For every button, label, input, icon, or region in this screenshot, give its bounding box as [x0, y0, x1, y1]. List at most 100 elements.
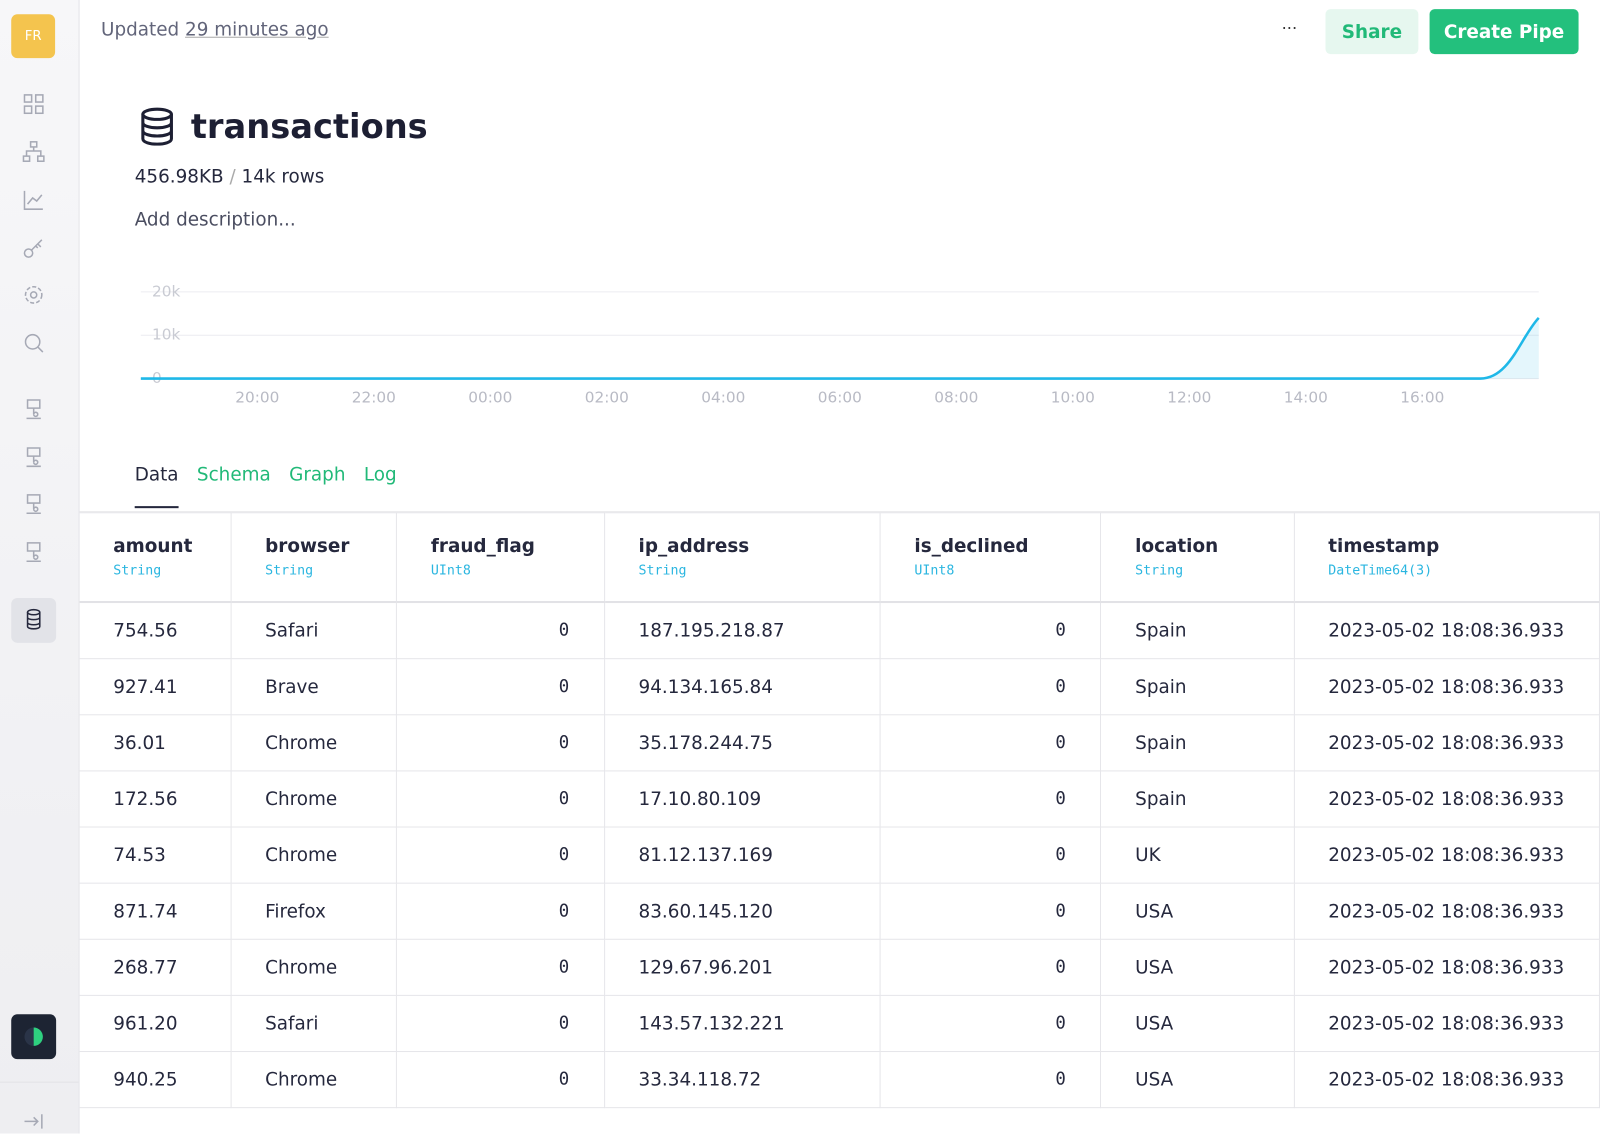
tab[interactable]: Data: [134, 464, 179, 509]
cell: 0: [396, 658, 605, 716]
column-name: browser: [265, 535, 350, 558]
cell: Firefox: [230, 882, 398, 940]
cell: 0: [396, 994, 605, 1053]
size: 456.98KB: [134, 166, 224, 188]
avatar[interactable]: FR: [11, 14, 56, 59]
icon-pipe[interactable]: [22, 398, 44, 420]
column-type: DateTime64(3): [1328, 563, 1433, 579]
icon-key[interactable]: [22, 237, 44, 259]
x-tick-label: 08:00: [934, 388, 978, 406]
cell: 0: [396, 1051, 605, 1109]
column-name: ip_address: [638, 535, 750, 558]
cell: 927.41: [79, 658, 232, 716]
cell: 0: [879, 994, 1102, 1053]
cell: 0: [396, 826, 605, 884]
cell: 0: [879, 601, 1102, 660]
create-pipe-button[interactable]: Create Pipe: [1429, 9, 1579, 55]
x-tick-label: 12:00: [1167, 388, 1211, 406]
column-name: location: [1135, 535, 1219, 558]
cell: USA: [1100, 1051, 1295, 1109]
area: [140, 317, 1539, 379]
cell: 0: [879, 938, 1102, 996]
cell: 268.77: [79, 938, 232, 996]
icon-pipe[interactable]: [22, 541, 44, 563]
updated-prefix: Updated: [101, 19, 180, 41]
cell: Chrome: [230, 770, 398, 828]
column-header: amount String: [79, 512, 232, 604]
icon-expand[interactable]: [22, 1110, 44, 1132]
cell: 2023-05-02 18:08:36.933: [1293, 658, 1600, 716]
cell: 2023-05-02 18:08:36.933: [1293, 770, 1600, 828]
cell: 940.25: [79, 1051, 232, 1109]
column-name: timestamp: [1328, 535, 1440, 558]
cell: Safari: [230, 601, 398, 660]
more-button[interactable]: ···: [1281, 18, 1298, 38]
tab[interactable]: Graph: [289, 464, 346, 486]
tab[interactable]: Log: [363, 464, 397, 486]
data-table: amount String browser String fraud_flag UInt8…: [79, 512, 1600, 1109]
icon-dashboard[interactable]: [22, 93, 44, 115]
cell: 143.57.132.221: [603, 994, 881, 1053]
cell: 0: [879, 714, 1102, 772]
icon-pipe[interactable]: [22, 493, 44, 515]
icon-datasource[interactable]: [22, 608, 44, 630]
cell: 74.53: [79, 826, 232, 884]
table-row: 74.53 Chrome 0 81.12.137.169 0 UK 2023-05-02 1…: [79, 826, 1600, 884]
cell: Brave: [230, 658, 398, 716]
table-row: 871.74 Firefox 0 83.60.145.120 0 USA 2023-05-0…: [79, 882, 1600, 940]
cell: USA: [1100, 994, 1295, 1053]
workspace-button[interactable]: [11, 1014, 57, 1060]
cell: 172.56: [79, 770, 232, 828]
row-count: 14k rows: [241, 166, 325, 188]
datasource-info: 456.98KB / 14k rows: [135, 166, 325, 187]
table-row: 268.77 Chrome 0 129.67.96.201 0 USA 2023-05-02…: [79, 938, 1600, 996]
column-type: String: [1135, 563, 1184, 579]
cell: Safari: [230, 994, 398, 1053]
cell: UK: [1100, 826, 1295, 884]
cell: 35.178.244.75: [603, 714, 881, 772]
table-row: 961.20 Safari 0 143.57.132.221 0 USA 2023-05-0…: [79, 994, 1600, 1053]
cell: 33.34.118.72: [603, 1051, 881, 1109]
datasource-icon: [141, 107, 173, 146]
cell: 129.67.96.201: [603, 938, 881, 996]
cell: 0: [396, 938, 605, 996]
column-header: is_declined UInt8: [879, 512, 1102, 604]
x-tick-label: 02:00: [585, 388, 629, 406]
cell: Spain: [1100, 601, 1295, 660]
cell: 2023-05-02 18:08:36.933: [1293, 994, 1600, 1053]
cell: 0: [879, 1051, 1102, 1109]
column-header: ip_address String: [603, 512, 881, 604]
column-name: fraud_flag: [430, 535, 535, 558]
icon-chart[interactable]: [22, 189, 44, 211]
datasource-name: transactions: [190, 106, 428, 146]
cell: 187.195.218.87: [603, 601, 881, 660]
column-type: String: [113, 563, 162, 579]
updated-info: Updated 29 minutes ago: [101, 19, 329, 40]
share-button[interactable]: Share: [1325, 9, 1419, 55]
cell: Chrome: [230, 1051, 398, 1109]
description[interactable]: Add description...: [134, 209, 296, 231]
cell: USA: [1100, 882, 1295, 940]
cell: USA: [1100, 938, 1295, 996]
cell: 2023-05-02 18:08:36.933: [1293, 714, 1600, 772]
x-tick-label: 20:00: [235, 388, 279, 406]
tab[interactable]: Schema: [196, 464, 271, 486]
column-header: location String: [1100, 512, 1295, 604]
icon-search[interactable]: [22, 332, 44, 354]
cell: Spain: [1100, 658, 1295, 716]
cell: 0: [879, 770, 1102, 828]
x-tick-label: 00:00: [468, 388, 512, 406]
header-row: amount String browser String fraud_flag UInt8…: [79, 512, 1600, 604]
icon-pipe[interactable]: [22, 446, 44, 468]
icon-settings[interactable]: [22, 284, 44, 306]
column-type: UInt8: [914, 563, 955, 579]
divider: [0, 1081, 79, 1083]
tabs: Data Schema Graph Log: [134, 464, 415, 509]
x-tick-label: 04:00: [701, 388, 745, 406]
cell: Chrome: [230, 714, 398, 772]
icon-graph[interactable]: [22, 141, 45, 163]
separator: /: [229, 166, 236, 188]
cell: 81.12.137.169: [603, 826, 881, 884]
column-name: amount: [113, 535, 193, 558]
